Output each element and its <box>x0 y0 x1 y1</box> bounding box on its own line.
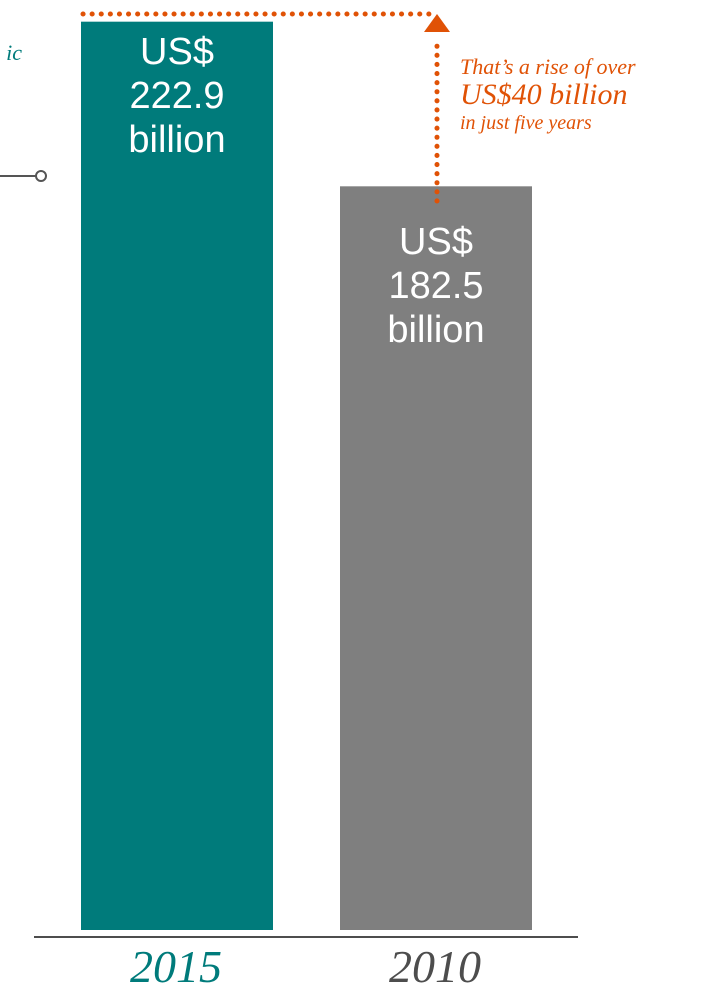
rise-annotation: That’s a rise of over US$40 billion in j… <box>460 55 722 135</box>
bar-2010 <box>340 186 532 930</box>
bar-label-unit: billion <box>128 119 226 161</box>
bar-label-2010: US$ 182.5 billion <box>340 220 532 352</box>
cropped-note-text: ic <box>6 41 22 65</box>
bar-label-value: 182.5 <box>388 265 484 307</box>
bar-label-currency: US$ <box>399 221 473 263</box>
bar-label-2015: US$ 222.9 billion <box>81 30 273 162</box>
bar-label-unit: billion <box>387 309 485 351</box>
annotation-line-1: That’s a rise of over <box>460 54 636 79</box>
annotation-line-3: in just five years <box>460 112 592 134</box>
rise-arrowhead-icon <box>424 14 450 32</box>
bar-label-currency: US$ <box>140 31 214 73</box>
bar-2015 <box>81 21 273 931</box>
bar-label-value: 222.9 <box>129 75 225 117</box>
x-tick-label-2015: 2015 <box>130 941 222 992</box>
x-tick-label-2010: 2010 <box>389 941 481 992</box>
connector-dot <box>35 170 47 182</box>
annotation-line-2: US$40 billion <box>460 78 628 111</box>
